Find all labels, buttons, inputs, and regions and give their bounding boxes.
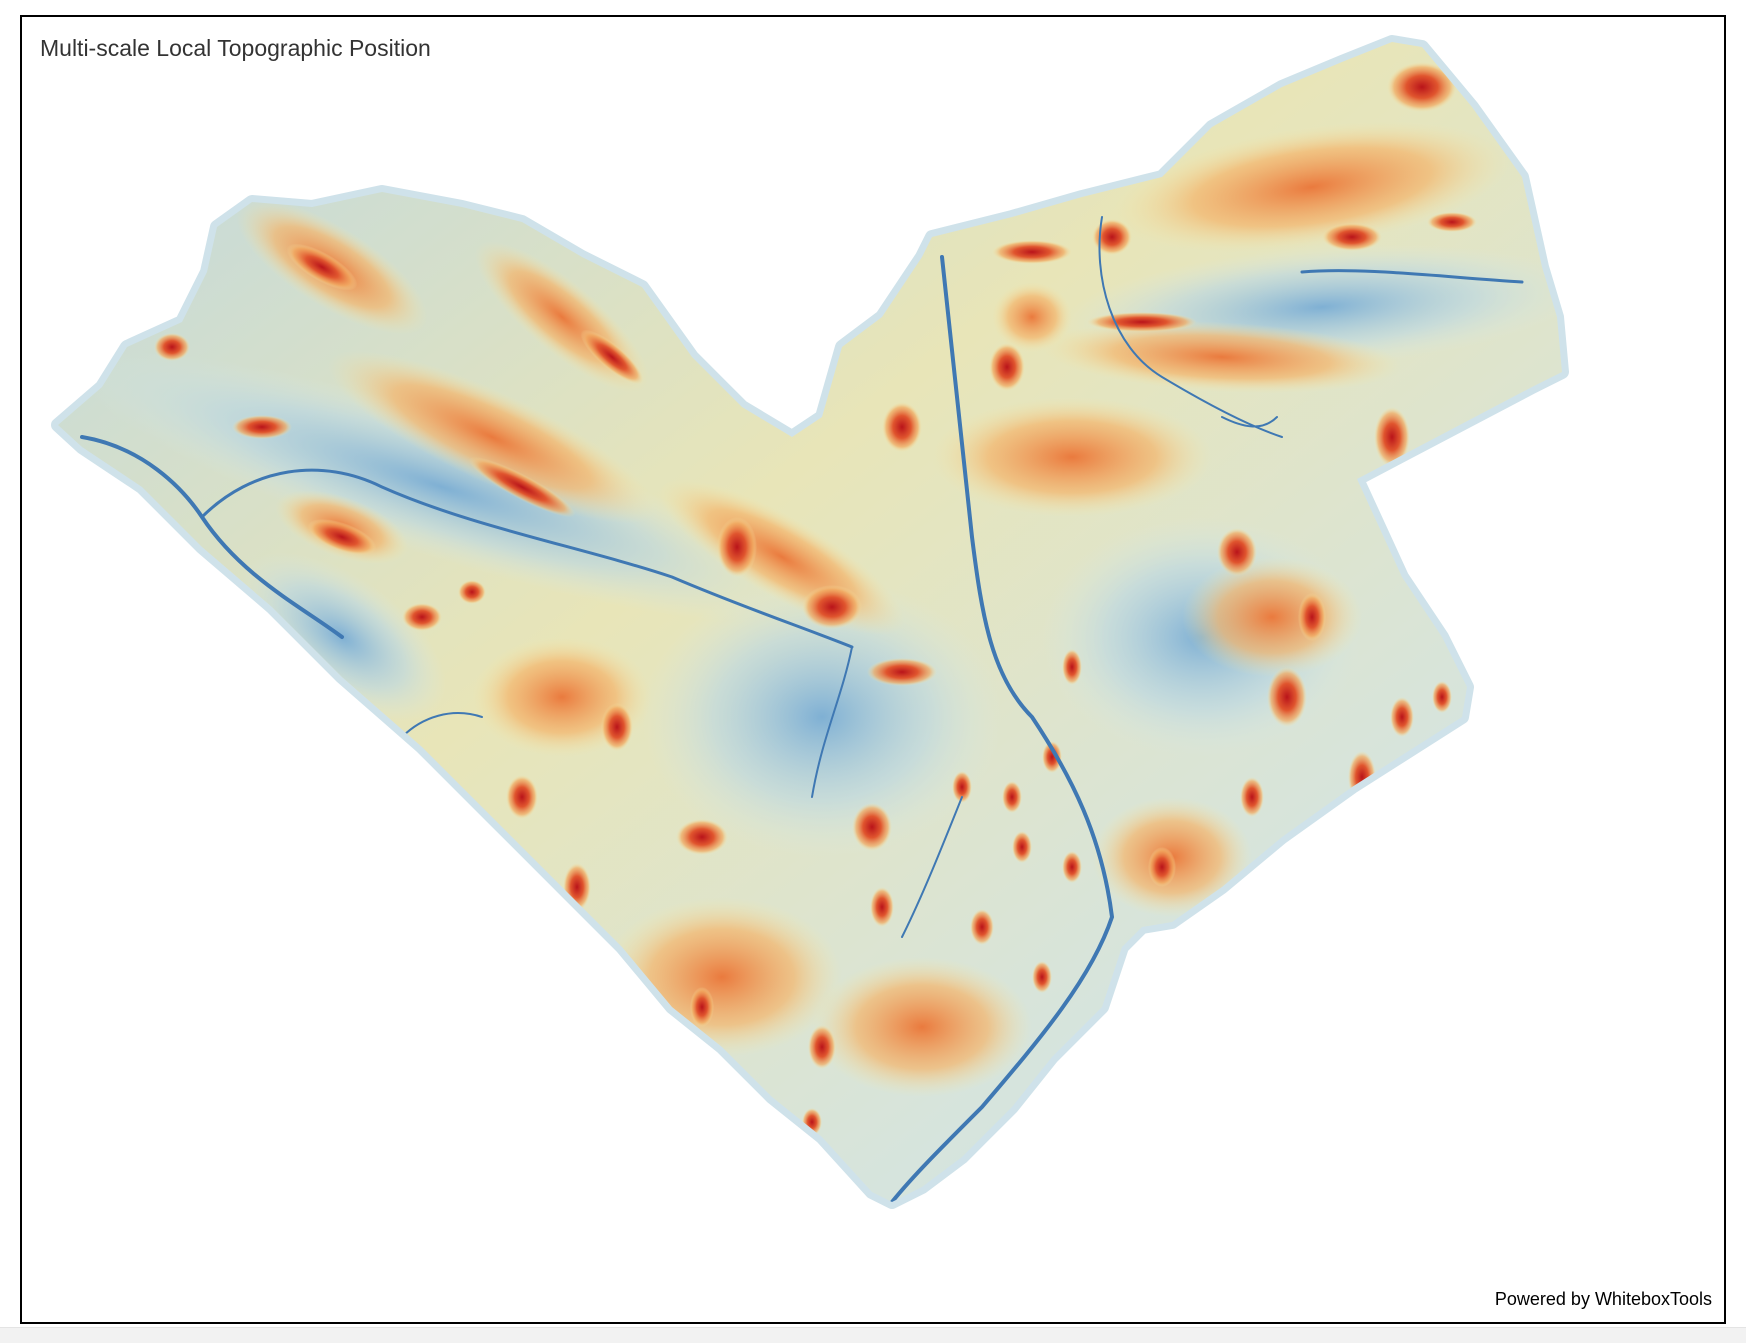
topographic-raster[interactable] <box>22 17 1724 1322</box>
map-frame[interactable]: Multi-scale Local Topographic Position P… <box>20 15 1726 1324</box>
attribution-text: Powered by WhiteboxTools <box>1494 1289 1712 1309</box>
raster-layer <box>58 42 1562 1202</box>
bottom-strip <box>0 1327 1746 1343</box>
drainage-network <box>80 216 1524 1202</box>
map-title: Multi-scale Local Topographic Position <box>40 35 431 61</box>
